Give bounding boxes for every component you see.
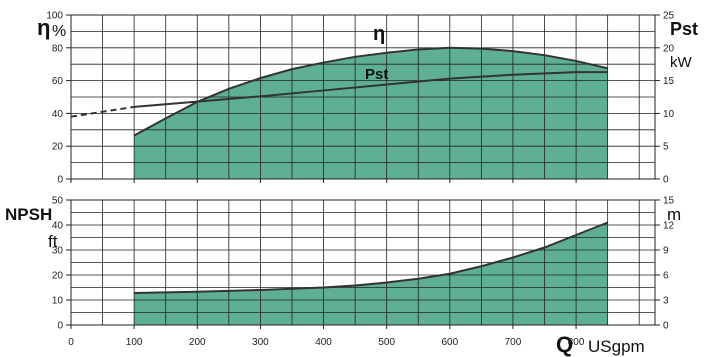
top-curve-1-dashed <box>70 105 135 118</box>
npsh-axis-symbol: NPSH <box>5 205 52 224</box>
x-tick-label: 600 <box>441 337 458 348</box>
x-tick-label: 0 <box>68 337 74 348</box>
bottom-left-tick-label: 50 <box>52 196 64 207</box>
top-left-tick-label: 40 <box>52 109 64 120</box>
bottom-frame <box>70 199 656 326</box>
x-tick-label: 200 <box>189 337 206 348</box>
x-tick-label: 400 <box>315 337 332 348</box>
bottom-right-tick-label: 3 <box>663 296 669 307</box>
bottom-right-tick-label: 15 <box>663 196 675 207</box>
bottom-right-tick-label: 0 <box>663 321 669 332</box>
npsh-axis-unit: ft <box>48 232 58 251</box>
top-curve-0 <box>133 46 608 137</box>
bottom-left-tick-label: 10 <box>52 296 64 307</box>
top-right-tick-label: 15 <box>663 76 675 87</box>
top-left-tick-label: 0 <box>57 175 63 186</box>
bottom-left-tick-label: 30 <box>52 246 64 257</box>
q-axis-symbol: Q <box>556 332 573 357</box>
top-right-tick-label: 25 <box>663 11 675 22</box>
x-tick-label: 700 <box>505 337 522 348</box>
npsh-right-axis-unit: m <box>667 205 681 224</box>
bottom-left-tick-label: 40 <box>52 221 64 232</box>
x-tick-label: 500 <box>378 337 395 348</box>
top-right-tick-label: 0 <box>663 175 669 186</box>
top-left-tick-label: 100 <box>46 11 63 22</box>
bottom-area-0 <box>134 222 608 325</box>
bottom-right-tick-label: 6 <box>663 271 669 282</box>
efficiency-power-panel: 0 20 40 60 80 100 0 5 10 15 20 25 <box>46 11 674 186</box>
q-axis-unit: USgpm <box>588 337 645 356</box>
pst-axis-unit: kW <box>670 54 693 71</box>
top-frame <box>70 14 656 180</box>
top-curve-1 <box>134 71 608 108</box>
top-right-tick-label: 5 <box>663 142 669 153</box>
bottom-right-tick-label: 12 <box>663 221 675 232</box>
bottom-left-tick-label: 20 <box>52 271 64 282</box>
pst-curve-label: Pst <box>365 66 388 83</box>
axis-labels: η % Pst kW NPSH ft m Q USgpm η Pst <box>5 15 698 357</box>
x-tick-label: 800 <box>568 337 585 348</box>
bottom-curve-0 <box>134 221 609 294</box>
bottom-left-tick-label: 0 <box>57 321 63 332</box>
top-left-tick-label: 80 <box>52 43 64 54</box>
pst-axis-symbol: Pst <box>670 19 698 39</box>
top-right-tick-label: 20 <box>663 43 675 54</box>
top-left-tick-label: 60 <box>52 76 64 87</box>
x-tick-label: 300 <box>252 337 269 348</box>
top-left-tick-label: 20 <box>52 142 64 153</box>
eta-axis-symbol: η <box>37 15 50 40</box>
x-tick-label: 100 <box>126 337 143 348</box>
bottom-right-tick-label: 9 <box>663 246 669 257</box>
top-right-tick-label: 10 <box>663 109 675 120</box>
eta-curve-label: η <box>373 23 385 45</box>
eta-axis-unit: % <box>52 23 66 40</box>
